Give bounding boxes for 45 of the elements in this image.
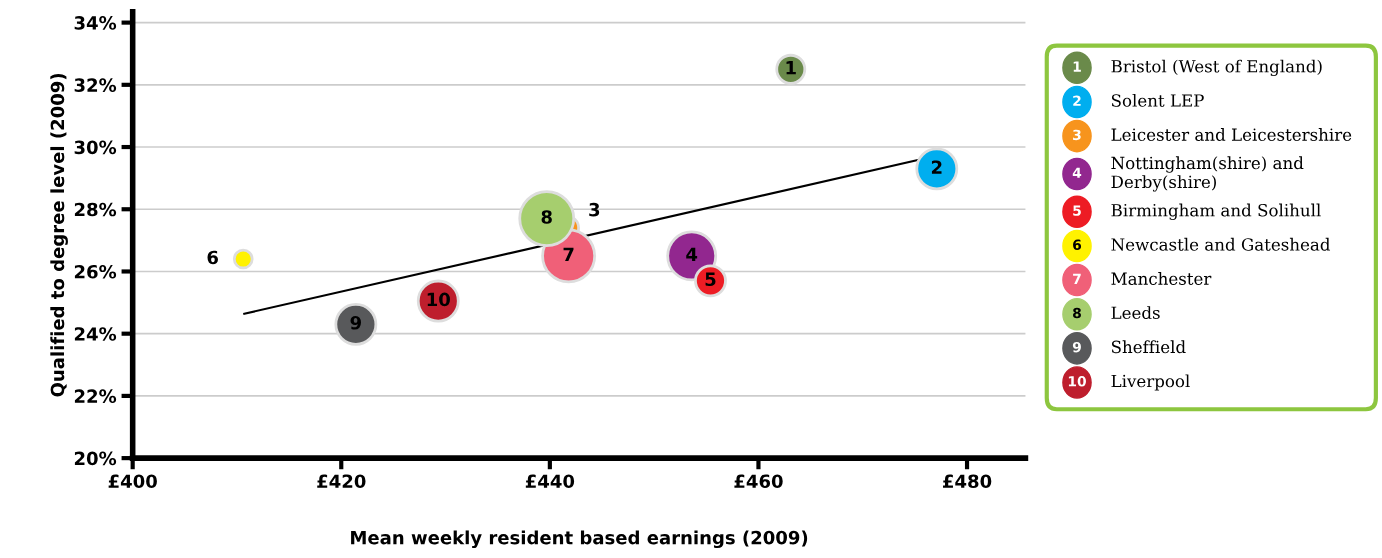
annotation: 6 bbox=[207, 250, 218, 265]
y-axis-title: Qualified to degree level (2009) bbox=[50, 73, 68, 397]
legend-label: Manchester bbox=[1111, 272, 1212, 285]
y-tick-label: 22% bbox=[74, 389, 117, 404]
x-axis-title: Mean weekly resident based earnings (2009) bbox=[351, 530, 808, 549]
text: 10 bbox=[1068, 376, 1086, 387]
legend-label: Nottingham(shire) and Derby(shire) bbox=[1111, 156, 1304, 192]
legend-label: Leicester and Leicestershire bbox=[1111, 128, 1352, 141]
annotation: 5 bbox=[705, 272, 716, 287]
y-tick-label: 20% bbox=[74, 451, 117, 466]
y-tick-label: 30% bbox=[74, 140, 117, 155]
y-tick-label: 28% bbox=[74, 202, 117, 217]
annotation: 9 bbox=[350, 315, 361, 330]
y-tick-label: 26% bbox=[74, 264, 117, 279]
x-tick-label: £460 bbox=[734, 474, 783, 489]
x-tick-label: £420 bbox=[317, 474, 366, 489]
text: 4 bbox=[1072, 167, 1082, 178]
annotation: 1 bbox=[786, 61, 796, 75]
legend-label: Solent LEP bbox=[1111, 93, 1204, 107]
text: 8 bbox=[1073, 307, 1081, 319]
text: 1 bbox=[1073, 61, 1081, 72]
y-tick-label: 32% bbox=[74, 78, 117, 92]
y-tick-label: 24% bbox=[74, 327, 117, 341]
legend-label: Sheffield bbox=[1111, 340, 1186, 354]
text: 3 bbox=[1073, 129, 1081, 141]
annotation: 8 bbox=[541, 210, 552, 224]
y-tick-label: 34% bbox=[74, 16, 117, 30]
annotation: 10 bbox=[427, 292, 450, 307]
annotation: 2 bbox=[931, 160, 942, 174]
text: 5 bbox=[1073, 205, 1081, 216]
annotation: 7 bbox=[563, 247, 574, 261]
annotation: 3 bbox=[589, 202, 600, 217]
legend-label: Birmingham and Solihull bbox=[1111, 203, 1321, 220]
text: 2 bbox=[1073, 95, 1081, 106]
text: 6 bbox=[1073, 239, 1082, 250]
text: 7 bbox=[1073, 273, 1081, 284]
annotation: 4 bbox=[686, 247, 698, 261]
legend-label: Bristol (West of England) bbox=[1111, 59, 1322, 77]
legend-label: Leeds bbox=[1111, 306, 1160, 320]
text: 9 bbox=[1072, 341, 1081, 353]
legend-label: Newcastle and Gateshead bbox=[1111, 237, 1331, 251]
x-tick-label: £400 bbox=[108, 474, 157, 489]
x-tick-label: £480 bbox=[943, 474, 992, 489]
x-tick-label: £440 bbox=[525, 474, 575, 489]
legend-label: Liverpool bbox=[1111, 374, 1190, 391]
